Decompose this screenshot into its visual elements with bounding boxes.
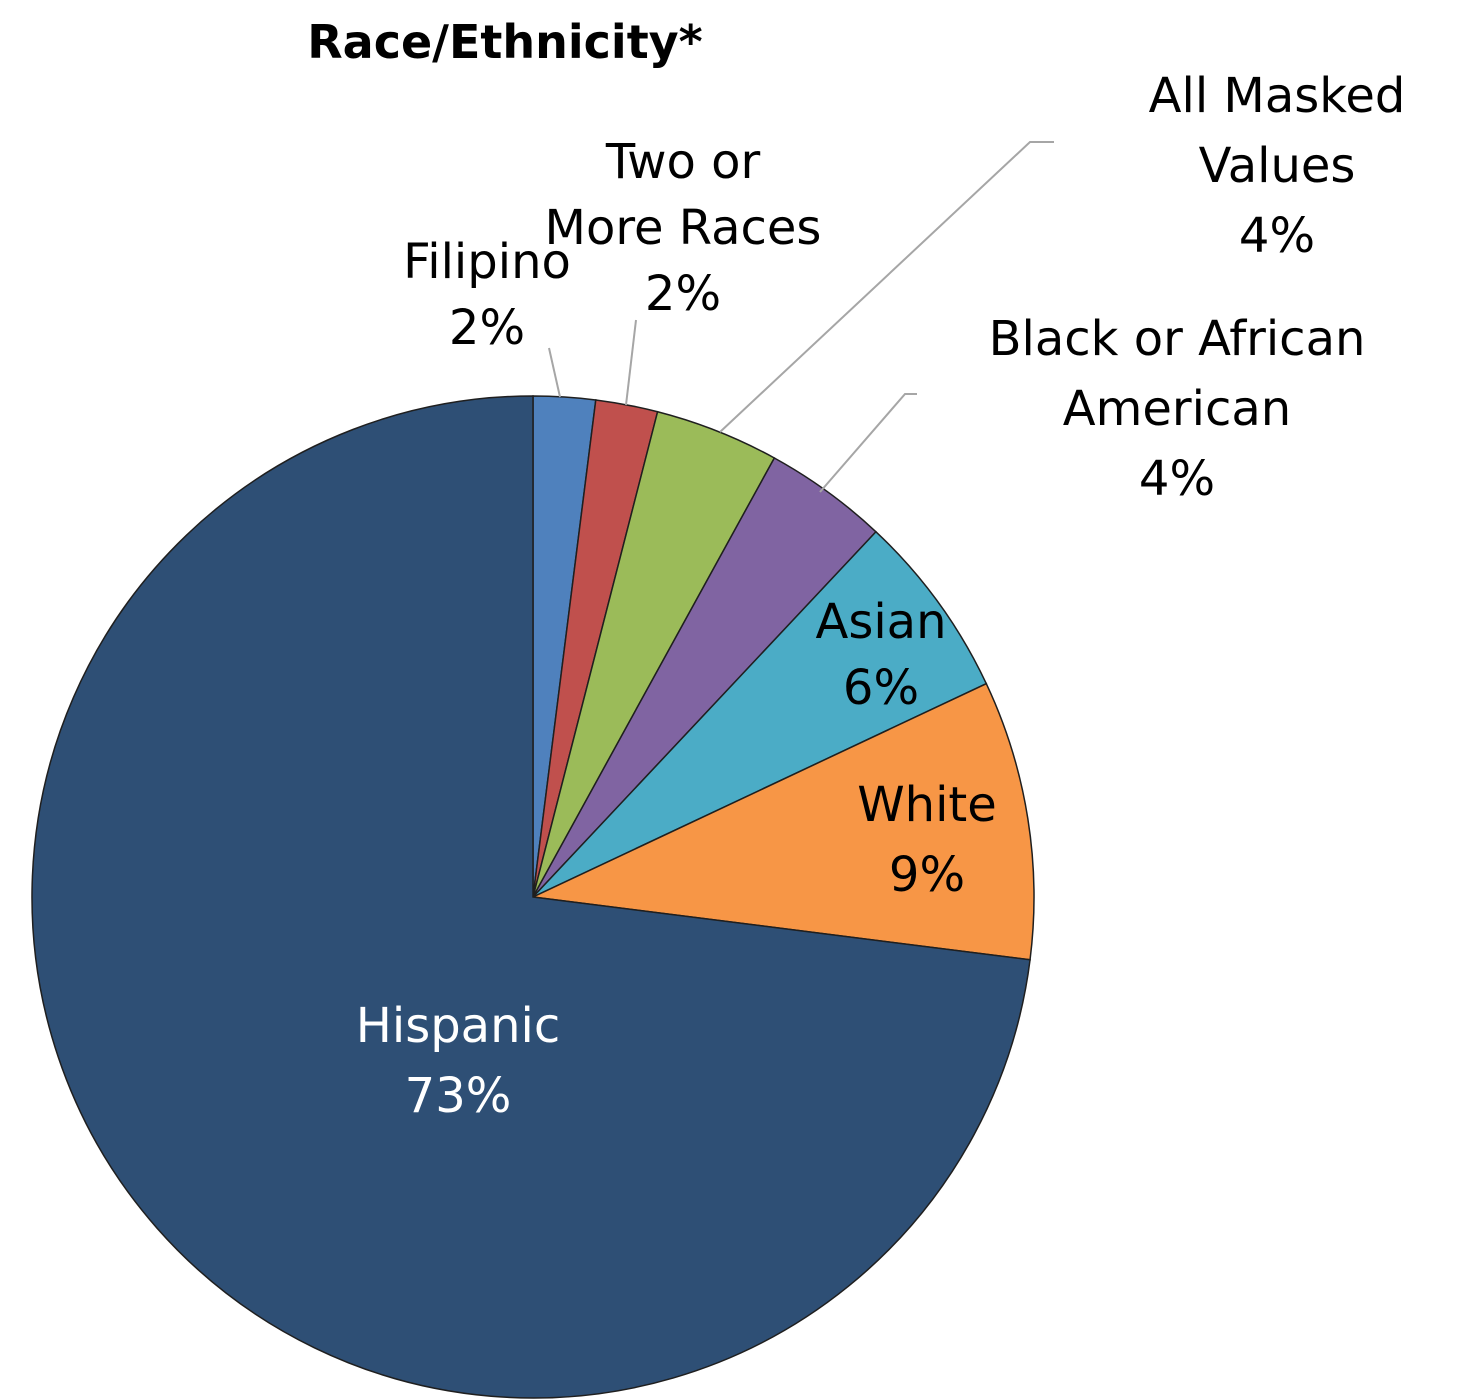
slice-label-line: 2% bbox=[645, 266, 721, 322]
slice-label-line: All Masked bbox=[1149, 68, 1406, 124]
leader-lines bbox=[548, 141, 1054, 493]
chart-title: Race/Ethnicity* bbox=[307, 15, 702, 69]
pie-slice-asian bbox=[532, 530, 988, 898]
slice-label-line: 4% bbox=[1239, 208, 1315, 264]
slice-label-two-or-more-races: Two or More Races 2% bbox=[545, 134, 822, 322]
pie-slice-white bbox=[530, 682, 1035, 961]
slice-label-line: Black or African bbox=[989, 311, 1366, 367]
slice-label-line: Values bbox=[1199, 138, 1356, 194]
slice-label-line: 73% bbox=[405, 1068, 512, 1124]
slice-label-line: 6% bbox=[843, 660, 919, 716]
leader-line-all-masked-values bbox=[719, 141, 1054, 433]
slice-label-line: American bbox=[1063, 381, 1291, 437]
slice-label-line: Two or bbox=[605, 134, 761, 190]
slice-label-line: 2% bbox=[449, 300, 525, 356]
slice-label-asian: Asian 6% bbox=[815, 594, 946, 716]
pie-slice-hispanic bbox=[31, 395, 1031, 1399]
slice-label-all-masked-values: All Masked Values 4% bbox=[1149, 68, 1406, 264]
slice-label-line: Filipino bbox=[403, 234, 571, 290]
leader-line-filipino bbox=[548, 347, 561, 398]
slice-label-hispanic: Hispanic 73% bbox=[356, 998, 560, 1124]
leader-line-black-or-african-american bbox=[819, 393, 917, 493]
slice-label-white: White 9% bbox=[857, 777, 997, 903]
slice-label-line: 9% bbox=[889, 847, 965, 903]
slice-label-line: Asian bbox=[815, 594, 946, 650]
leader-line-two-or-more-races bbox=[625, 319, 637, 406]
slice-label-line: White bbox=[857, 777, 997, 833]
slice-label-line: Hispanic bbox=[356, 998, 560, 1054]
slice-label-line: 4% bbox=[1139, 451, 1215, 507]
slice-label-black-or-african-american: Black or African American 4% bbox=[989, 311, 1366, 507]
slice-labels: Filipino 2% Two or More Races 2% All Masked Va… bbox=[356, 68, 1406, 1124]
slice-label-line: More Races bbox=[545, 200, 822, 256]
pie-slices bbox=[31, 395, 1035, 1399]
slice-label-filipino: Filipino 2% bbox=[403, 234, 571, 356]
